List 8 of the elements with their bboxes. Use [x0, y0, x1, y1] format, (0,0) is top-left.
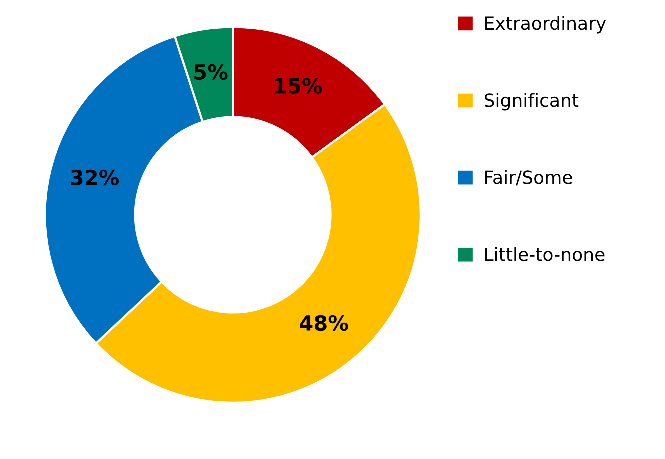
data-label: 48% [300, 315, 348, 332]
legend-label: Significant [484, 93, 579, 111]
legend-label: Little-to-none [486, 247, 605, 262]
legend-label: Extraordinary [486, 16, 606, 34]
legend-label: Fair/Some [486, 170, 572, 186]
data-label: 32% [71, 170, 120, 186]
data-label: 5% [194, 64, 228, 80]
data-label: 15% [275, 78, 322, 94]
